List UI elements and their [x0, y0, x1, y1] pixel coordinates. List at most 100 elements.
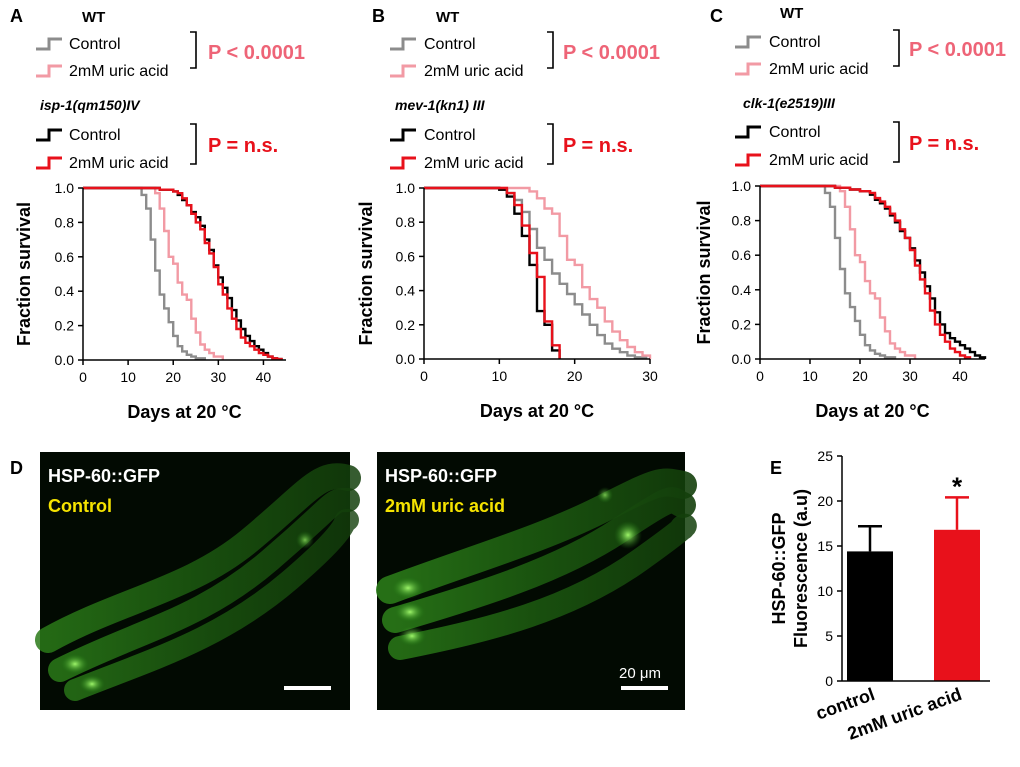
y-tick-label: 15	[817, 538, 833, 554]
legend-label-mut-control-c: Control	[769, 124, 821, 141]
y-axis-label-line: HSP-60::GFP	[769, 512, 789, 624]
y-tick-label: 25	[817, 448, 833, 464]
survival-curve-a-3	[83, 186, 283, 361]
micrograph-condition-control: Control	[48, 496, 112, 516]
legend-wt-b: Control 2mM uric acid P < 0.0001	[390, 31, 660, 80]
y-tick-label: 0.2	[396, 317, 416, 333]
x-axis-label: Days at 20 °C	[815, 401, 929, 421]
legend-swatch-mut-control-a	[36, 128, 62, 142]
legend-label-wt-control-a: Control	[69, 36, 121, 53]
y-tick-label: 0.6	[732, 247, 752, 263]
scale-bar-uric	[621, 686, 668, 690]
worm-body	[64, 509, 359, 701]
panel-c: C WT Control 2mM uric acid P < 0.0001 cl…	[694, 5, 1006, 421]
worms-uric	[376, 468, 697, 660]
micrograph-title-uric: HSP-60::GFP	[385, 466, 497, 486]
survival-plot-c: 0 10 20 30 40 0.0 0.2 0.4 0.6 0.8 1.0 Days at 20 °C…	[694, 178, 987, 421]
significance-marker: *	[952, 471, 963, 501]
legend-label-mut-uric-c: 2mM uric acid	[769, 152, 869, 169]
y-tick-label: 0.2	[55, 318, 75, 334]
micrograph-control: HSP-60::GFP Control	[35, 452, 361, 710]
micrograph-title-control: HSP-60::GFP	[48, 466, 160, 486]
x-tick-label: 0	[79, 369, 87, 385]
y-tick-label: 10	[817, 583, 833, 599]
legend-label-wt-control-c: Control	[769, 34, 821, 51]
x-tick-label: 30	[211, 369, 227, 385]
survival-curve-b-1	[424, 186, 652, 359]
legend-swatch-wt-control-c	[735, 35, 761, 49]
x-tick-label: 10	[802, 368, 818, 384]
legend-swatch-wt-control-b	[390, 37, 416, 51]
panel-e: E control*2mM uric acid0510152025HSP-60:…	[769, 448, 990, 744]
x-tick-label: 30	[642, 368, 658, 384]
x-axis-label: Days at 20 °C	[127, 402, 241, 422]
survival-curve-b-2	[424, 186, 561, 359]
pvalue-wt-a: P < 0.0001	[208, 42, 305, 64]
survival-curve-b-0	[424, 186, 648, 359]
legend-mut-a: Control 2mM uric acid P = n.s.	[36, 123, 278, 172]
survival-plot-a: 0 10 20 30 40 0.0 0.2 0.4 0.6 0.8 1.0 Days at 20 °C…	[14, 180, 286, 422]
wt-title-a: WT	[82, 9, 105, 26]
x-tick-label: 0	[420, 368, 428, 384]
bracket-wt-c	[893, 29, 900, 67]
legend-label-mut-control-b: Control	[424, 127, 476, 144]
legend-swatch-wt-uric-b	[390, 64, 416, 78]
x-tick-label: 20	[567, 368, 583, 384]
x-tick-label: 0	[756, 368, 764, 384]
gfp-spot	[392, 577, 424, 599]
bracket-mut-c	[893, 121, 900, 163]
legend-swatch-mut-control-b	[390, 128, 416, 142]
legend-swatch-mut-uric-c	[735, 153, 761, 167]
legend-label-wt-uric-c: 2mM uric acid	[769, 61, 869, 78]
worms-control	[35, 463, 361, 701]
y-tick-label: 0.8	[396, 214, 416, 230]
survival-plot-b: 0 10 20 30 0.0 0.2 0.4 0.6 0.8 1.0 Days at 20 °C Fr…	[356, 180, 658, 421]
legend-label-wt-control-b: Control	[424, 36, 476, 53]
pvalue-wt-c: P < 0.0001	[909, 39, 1006, 61]
scale-bar-control	[284, 686, 331, 690]
legend-swatch-mut-uric-b	[390, 156, 416, 170]
legend-wt-a: Control 2mM uric acid P < 0.0001	[36, 31, 305, 80]
x-tick-label: 30	[902, 368, 918, 384]
strain-name-a: isp-1(qm150)IV	[40, 97, 141, 113]
x-tick-label: 40	[256, 369, 272, 385]
panel-label-a: A	[10, 6, 23, 26]
legend-label-wt-uric-a: 2mM uric acid	[69, 63, 169, 80]
worm-body	[382, 487, 696, 633]
pvalue-mut-c: P = n.s.	[909, 133, 979, 155]
legend-swatch-wt-uric-c	[735, 62, 761, 76]
survival-curve-c-0	[760, 184, 897, 359]
worm-body	[48, 488, 360, 682]
legend-wt-c: Control 2mM uric acid P < 0.0001	[735, 29, 1006, 78]
y-axis-label: Fraction survival	[14, 202, 34, 346]
survival-curve-b-3	[424, 186, 561, 359]
x-tick-label: 10	[492, 368, 508, 384]
y-tick-label: 0.4	[732, 282, 752, 298]
worm-body	[35, 463, 361, 653]
panel-label-e: E	[770, 458, 782, 478]
pvalue-mut-b: P = n.s.	[563, 135, 633, 157]
y-tick-label: 0.6	[396, 248, 416, 264]
gfp-spot	[614, 521, 642, 549]
x-tick-label: 20	[165, 369, 181, 385]
gfp-spot	[79, 675, 105, 693]
y-tick-label: 20	[817, 493, 833, 509]
wt-title-c: WT	[780, 5, 803, 22]
y-tick-label: 0.0	[55, 352, 75, 368]
wt-title-b: WT	[436, 9, 459, 26]
bar-0	[847, 551, 893, 681]
y-tick-label: 1.0	[396, 180, 416, 196]
legend-swatch-mut-uric-a	[36, 156, 62, 170]
survival-curve-c-1	[760, 184, 917, 359]
legend-swatch-mut-control-c	[735, 125, 761, 139]
scale-bar-label-uric: 20 μm	[619, 665, 661, 682]
survival-curve-c-2	[760, 184, 987, 359]
legend-label-mut-uric-a: 2mM uric acid	[69, 155, 169, 172]
bracket-wt-b	[547, 31, 554, 69]
gfp-spot	[61, 654, 89, 674]
y-tick-label: 5	[825, 628, 833, 644]
x-tick-label: 10	[120, 369, 136, 385]
panel-a: A WT Control 2mM uric acid P < 0.0001 is…	[10, 6, 305, 422]
survival-curve-a-2	[83, 186, 283, 361]
